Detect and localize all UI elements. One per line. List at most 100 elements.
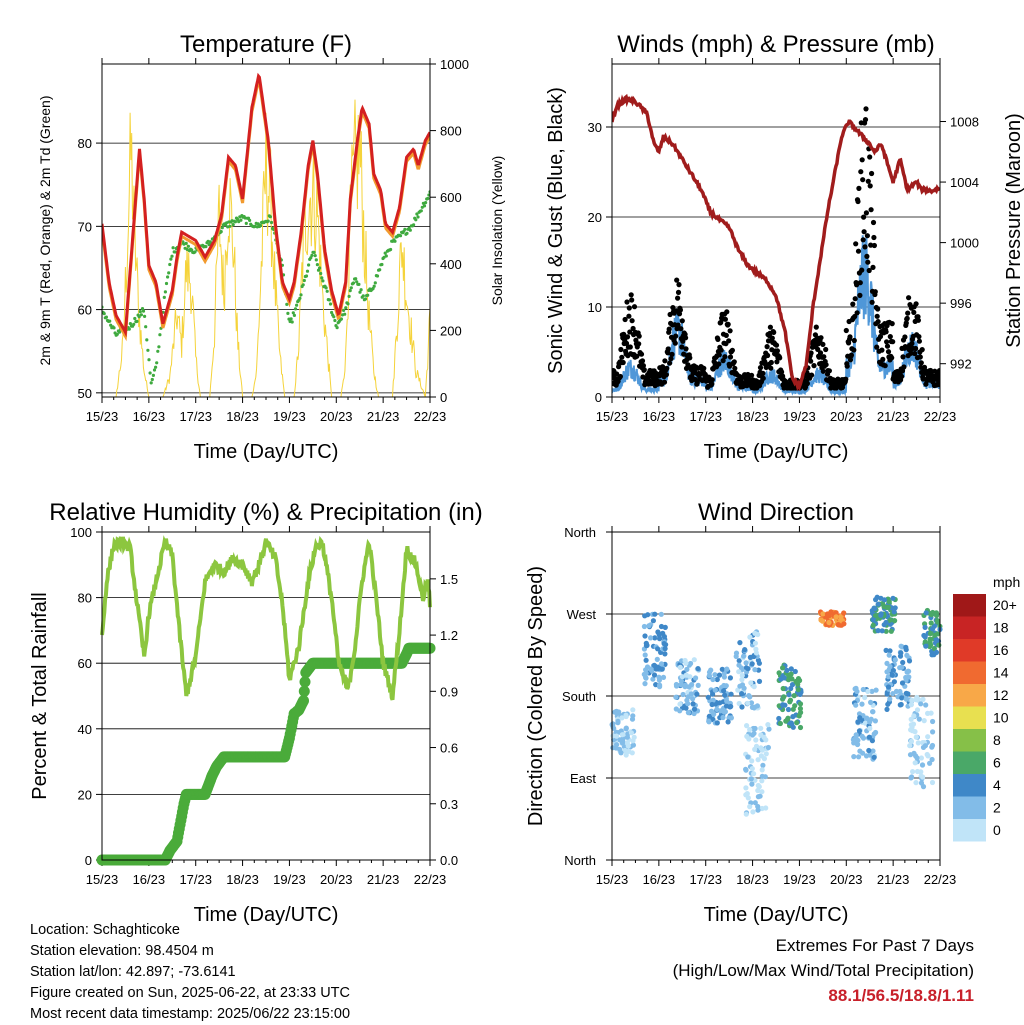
dewpoint-point	[266, 219, 270, 223]
dewpoint-point	[158, 333, 162, 337]
gust-point	[727, 328, 733, 334]
dewpoint-point	[384, 254, 388, 258]
y-tick-label: 40	[78, 722, 92, 737]
gust-point	[627, 329, 633, 335]
gust-point	[844, 363, 850, 369]
gust-point	[887, 334, 893, 340]
direction-point	[685, 701, 691, 707]
x-tick-label: 22/23	[924, 409, 957, 424]
x-tick-label: 22/23	[414, 872, 447, 887]
legend-label: 18	[993, 620, 1009, 636]
gust-point	[871, 242, 878, 249]
x-tick-label: 19/23	[783, 872, 816, 887]
dewpoint-point	[333, 318, 337, 323]
dewpoint-point	[157, 345, 161, 349]
direction-point	[826, 619, 832, 626]
x-tick-label: 15/23	[596, 409, 629, 424]
direction-point	[871, 754, 877, 760]
direction-point	[934, 618, 940, 624]
gust-point	[883, 329, 889, 335]
direction-point	[906, 674, 912, 680]
direction-point	[797, 701, 804, 707]
panel-title: Wind Direction	[698, 499, 854, 526]
direction-point	[909, 724, 915, 731]
x-tick-label: 17/23	[179, 409, 212, 424]
gust-point	[624, 334, 631, 340]
direction-point	[617, 737, 623, 743]
direction-point	[724, 666, 730, 672]
dewpoint-point	[147, 358, 151, 362]
direction-point	[790, 714, 796, 720]
legend-label: 2	[993, 800, 1001, 816]
direction-point	[905, 668, 911, 674]
dewpoint-point	[315, 263, 319, 267]
gust-point	[857, 292, 863, 298]
x-axis-label: Time (Day/UTC)	[194, 441, 339, 463]
direction-point	[856, 728, 863, 734]
legend-label: 6	[993, 755, 1001, 771]
gust-point	[779, 369, 785, 375]
direction-point	[898, 701, 904, 708]
direction-point	[879, 628, 885, 634]
gust-point	[640, 363, 647, 369]
dewpoint-point	[144, 325, 148, 329]
gust-point	[765, 352, 771, 359]
gust-point	[673, 308, 679, 314]
direction-point	[659, 666, 665, 672]
gust-point	[773, 342, 780, 348]
direction-point	[706, 719, 712, 725]
extremes-values: 88.1/56.5/18.8/1.11	[828, 986, 974, 1005]
dewpoint-point	[354, 277, 358, 281]
direction-point	[691, 710, 697, 717]
direction-point	[906, 658, 913, 664]
direction-point	[737, 640, 743, 646]
direction-point	[656, 632, 662, 638]
y-tick-label: North	[564, 525, 596, 540]
dewpoint-point	[248, 218, 252, 222]
direction-point	[625, 743, 631, 749]
direction-point	[927, 630, 934, 637]
direction-point	[875, 628, 881, 634]
legend-swatch	[953, 594, 986, 617]
dewpoint-point	[109, 323, 113, 327]
direction-point	[614, 742, 620, 748]
gust-point	[871, 234, 877, 241]
direction-point	[739, 704, 745, 710]
direction-point	[753, 646, 759, 652]
gust-point	[731, 359, 737, 365]
direction-point	[743, 785, 749, 791]
precip-point	[298, 695, 309, 707]
direction-point	[654, 656, 660, 663]
dewpoint-point	[286, 311, 290, 315]
direction-point	[820, 611, 826, 617]
direction-point	[887, 648, 893, 654]
y-tick-label: West	[567, 607, 597, 622]
direction-point	[857, 748, 863, 754]
gust-point	[668, 356, 674, 362]
direction-point	[745, 754, 751, 760]
direction-point	[765, 722, 771, 728]
dewpoint-point	[166, 275, 170, 279]
direction-point	[888, 628, 894, 634]
gust-point	[916, 338, 923, 344]
y2-tick-label: 1.5	[440, 572, 458, 587]
direction-point	[777, 720, 784, 727]
direction-point	[776, 670, 782, 676]
y-tick-label: 80	[78, 591, 92, 606]
gust-point	[760, 370, 766, 376]
direction-point	[851, 740, 857, 746]
legend-title: mph	[993, 574, 1020, 590]
dewpoint-point	[325, 289, 329, 293]
direction-point	[920, 774, 926, 780]
direction-point	[887, 617, 894, 623]
dewpoint-point	[351, 281, 356, 285]
direction-point	[791, 693, 797, 699]
gust-point	[663, 372, 670, 378]
direction-point	[885, 674, 892, 680]
dewpoint-point	[314, 258, 318, 262]
dewpoint-point	[305, 269, 310, 273]
gust-point	[630, 325, 636, 332]
direction-point	[908, 738, 915, 745]
direction-point	[745, 666, 751, 672]
direction-point	[865, 688, 871, 695]
